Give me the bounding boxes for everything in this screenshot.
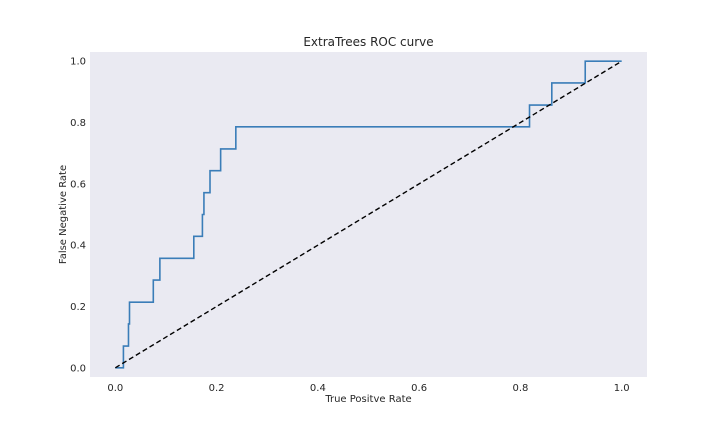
x-tick-label: 0.4 [310, 383, 326, 394]
y-tick-label: 0.0 [70, 363, 86, 374]
x-tick-label: 0.8 [512, 383, 528, 394]
y-tick-label: 0.2 [70, 302, 86, 313]
diagonal-reference-line [114, 60, 623, 369]
y-tick-label: 0.8 [70, 118, 86, 129]
plot-background [90, 52, 647, 377]
chart-title: ExtraTrees ROC curve [303, 35, 433, 49]
y-tick-label: 0.6 [70, 179, 86, 190]
roc-curve-line [115, 60, 622, 369]
y-tick-label: 1.0 [70, 57, 86, 68]
y-tick-label: 0.4 [70, 241, 86, 252]
x-tick-label: 1.0 [614, 383, 630, 394]
x-tick-label: 0.0 [107, 383, 123, 394]
x-tick-label: 0.6 [411, 383, 427, 394]
y-axis-label: False Negative Rate [58, 165, 69, 264]
x-tick-label: 0.2 [209, 383, 225, 394]
x-axis-label: True Positve Rate [324, 394, 411, 405]
